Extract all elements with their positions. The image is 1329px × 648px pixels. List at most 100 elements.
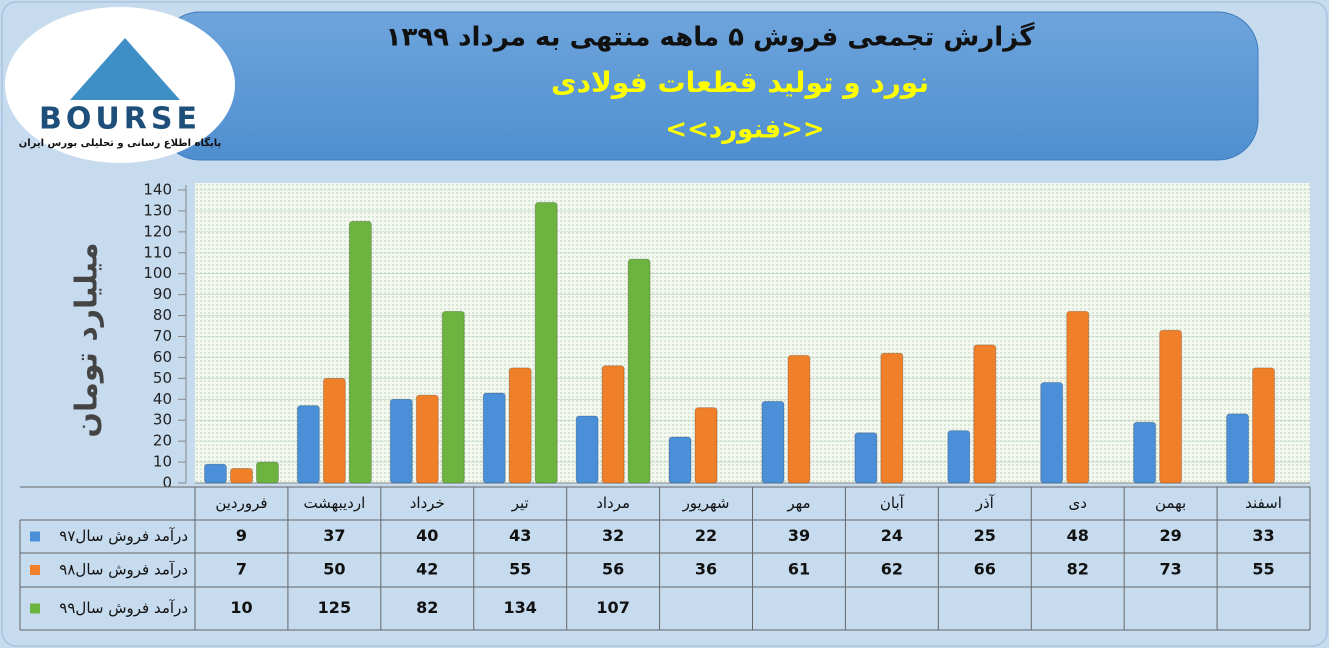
logo-icon	[70, 38, 180, 100]
bar	[694, 407, 718, 484]
y-tick-label: 140	[143, 181, 172, 199]
logo-name: BOURSE	[39, 102, 201, 137]
bar	[854, 432, 878, 484]
bar	[575, 415, 599, 484]
chart-title: گزارش تجمعی فروش ۵ ماهه منتهی به مرداد ۱…	[386, 22, 1036, 53]
plot-area	[195, 183, 1310, 483]
bar	[229, 467, 253, 484]
table-value: 55	[1252, 560, 1274, 579]
bar	[880, 352, 904, 484]
legend-swatch	[30, 603, 40, 614]
x-tick-label: تیر	[511, 494, 529, 512]
x-tick-label: شهریور	[682, 494, 730, 512]
y-tick-label: 10	[153, 453, 172, 471]
y-axis-label: میلیارد تومان	[70, 242, 105, 437]
bar	[348, 220, 372, 484]
y-tick-label: 110	[143, 243, 172, 261]
table-value: 61	[788, 560, 810, 579]
x-tick-label: خرداد	[410, 494, 445, 512]
table-value: 107	[596, 598, 629, 617]
bar	[441, 310, 465, 484]
table-value: 10	[230, 598, 252, 617]
legend-label: درآمد فروش سال۹۷	[59, 527, 188, 545]
legend-swatch	[30, 531, 40, 542]
y-tick-label: 50	[153, 369, 172, 387]
table-value: 48	[1067, 526, 1089, 545]
table-value: 62	[881, 560, 903, 579]
table-value: 9	[236, 526, 247, 545]
x-tick-label: مرداد	[596, 494, 630, 512]
table-value: 22	[695, 526, 717, 545]
bar	[601, 365, 625, 484]
bar	[1040, 382, 1064, 484]
bar	[389, 398, 413, 484]
table-value: 29	[1159, 526, 1181, 545]
table-value: 73	[1159, 560, 1181, 579]
table-value: 56	[602, 560, 624, 579]
table-value: 134	[504, 598, 537, 617]
y-tick-label: 40	[153, 390, 172, 408]
bar	[534, 202, 558, 484]
table-value: 66	[974, 560, 996, 579]
bar	[627, 258, 651, 484]
x-tick-label: مهر	[786, 494, 810, 512]
table-value: 39	[788, 526, 810, 545]
x-tick-label: آذر	[975, 494, 995, 512]
x-tick-label: دی	[1068, 494, 1086, 512]
table-value: 42	[416, 560, 438, 579]
table-value: 40	[416, 526, 438, 545]
x-tick-label: بهمن	[1155, 494, 1186, 512]
bar	[787, 354, 811, 484]
bar	[947, 430, 971, 484]
bar	[415, 394, 439, 484]
bar	[296, 405, 320, 484]
chart-subtitle: نورد و تولید قطعات فولادی	[551, 66, 929, 99]
annotation: <<فنورد>>	[665, 115, 824, 145]
bar	[1066, 310, 1090, 484]
y-tick-label: 90	[153, 285, 172, 303]
y-tick-label: 30	[153, 411, 172, 429]
y-tick-label: 20	[153, 432, 172, 450]
logo-tagline: پایگاه اطلاع رسانی و تحلیلی بورس ایران	[19, 136, 222, 149]
y-tick-label: 100	[143, 264, 172, 282]
y-tick-label: 80	[153, 306, 172, 324]
table-value: 50	[323, 560, 345, 579]
bar	[322, 377, 346, 484]
bar	[1226, 413, 1250, 484]
bar	[973, 344, 997, 484]
bar	[482, 392, 506, 484]
y-tick-label: 70	[153, 327, 172, 345]
table-value: 82	[416, 598, 438, 617]
bar	[203, 463, 227, 484]
x-tick-label: اسفند	[1245, 494, 1282, 512]
legend-label: درآمد فروش سال۹۸	[59, 561, 188, 579]
table-value: 55	[509, 560, 531, 579]
bar	[508, 367, 532, 484]
y-tick-label: 60	[153, 348, 172, 366]
y-tick-label: 0	[162, 474, 172, 492]
x-tick-label: آبان	[880, 494, 905, 512]
table-value: 33	[1252, 526, 1274, 545]
bar	[761, 400, 785, 484]
x-tick-label: اردیبهشت	[303, 494, 365, 512]
table-value: 43	[509, 526, 531, 545]
table-value: 82	[1067, 560, 1089, 579]
y-tick-label: 130	[143, 201, 172, 219]
table-value: 25	[974, 526, 996, 545]
legend-swatch	[30, 565, 40, 575]
bar	[255, 461, 279, 484]
bar	[1252, 367, 1276, 484]
table-value: 24	[881, 526, 903, 545]
bar	[668, 436, 692, 484]
y-tick-label: 120	[143, 222, 172, 240]
table-value: 7	[236, 560, 247, 579]
table-value: 37	[323, 526, 345, 545]
bar	[1159, 329, 1183, 484]
x-tick-label: فروردین	[215, 494, 267, 512]
table-value: 36	[695, 560, 717, 579]
table-value: 32	[602, 526, 624, 545]
bar	[1133, 421, 1157, 484]
legend-label: درآمد فروش سال۹۹	[59, 599, 188, 617]
table-value: 125	[318, 598, 351, 617]
